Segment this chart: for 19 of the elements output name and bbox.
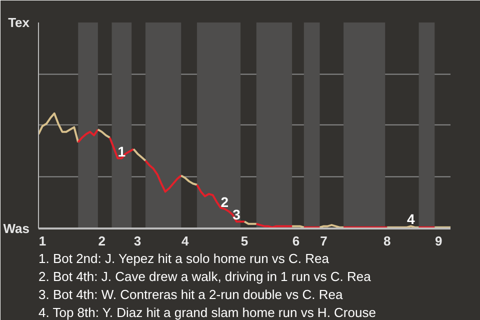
x-tick-label: 2: [98, 234, 106, 248]
text: Was: [3, 221, 30, 236]
x-tick-label: 7: [320, 234, 328, 248]
annotation: 1: [118, 143, 126, 160]
annotation: 3: [232, 206, 241, 223]
x-tick-label: 6: [292, 234, 300, 248]
x-tick-label: 4: [181, 234, 190, 248]
text: 2. Bot 4th: J. Cave drew a walk, driving in 1 run vs C. Rea: [38, 269, 372, 284]
x-tick-label: 1: [38, 234, 46, 248]
text: 4. Top 8th: Y. Diaz hit a grand slam home run vs H. Crouse: [38, 305, 376, 320]
x-tick-label: 5: [240, 234, 248, 248]
annotation: 4: [406, 211, 415, 228]
text: 3. Bot 4th: W. Contreras hit a 2-run double vs C. Rea: [38, 287, 344, 302]
x-tick-label: 9: [435, 234, 442, 248]
x-tick-label: 3: [134, 234, 142, 248]
annotation: 2: [220, 194, 229, 210]
x-tick-label: 8: [384, 234, 391, 248]
text: Tex: [8, 15, 30, 30]
text: 1. Bot 2nd: J. Yepez hit a solo home run vs C. Rea: [38, 251, 330, 266]
